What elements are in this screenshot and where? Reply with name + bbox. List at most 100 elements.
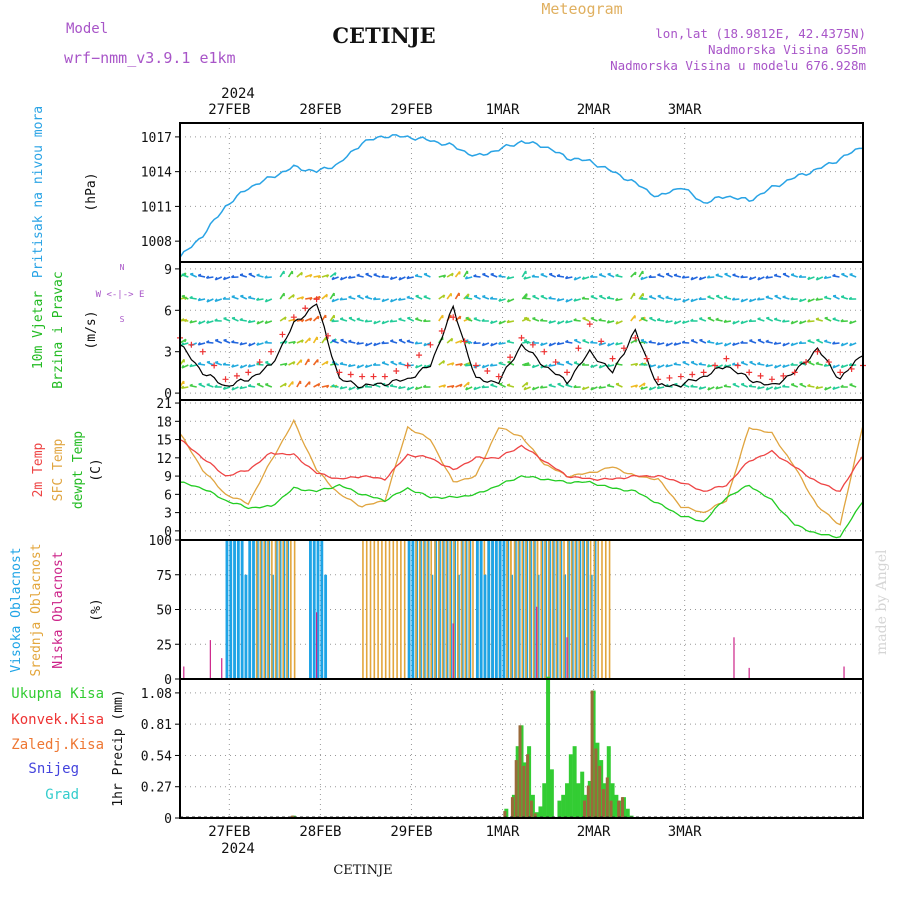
cloud-bar-high — [499, 540, 502, 679]
y-tick-label: 0 — [164, 673, 172, 688]
wind-arrow-head — [766, 296, 769, 297]
wind-arrow-head — [607, 384, 610, 385]
cloud-bar-mid — [279, 540, 281, 679]
y-tick-label: 0.54 — [141, 749, 172, 764]
cloud-bar-mid — [468, 540, 470, 679]
cloud-bar-high — [226, 540, 229, 679]
wind-arrow-head — [224, 318, 227, 319]
wind-arrow-head — [635, 272, 636, 275]
cloud-bar-mid — [419, 540, 421, 679]
wind-arrow-head — [524, 318, 527, 319]
gust-mark — [462, 338, 468, 344]
temp2m-line — [180, 440, 863, 492]
wind-arrow-head — [190, 384, 193, 385]
gust-mark — [348, 371, 354, 377]
cloud-bar-mid — [601, 540, 603, 679]
wind-arrow-head — [541, 274, 544, 275]
y-tick-label: 3 — [164, 507, 172, 522]
wind-arrow-head — [460, 316, 461, 319]
gust-mark — [837, 369, 843, 375]
day-label-top: 2MAR — [577, 102, 611, 118]
wind-arrow-head — [232, 318, 235, 319]
gust-mark — [701, 369, 707, 375]
wind-arrow-head — [549, 274, 552, 275]
gust-mark — [302, 305, 308, 311]
wind-arrow-head — [674, 274, 677, 275]
footer-station: CETINJE — [333, 863, 392, 878]
gust-mark — [689, 371, 695, 377]
wind-arrow-head — [265, 362, 268, 363]
wind-arrow-head — [482, 296, 485, 297]
cloud-label-3: Niska Oblacnost — [51, 551, 66, 668]
cloud-bar-mid — [594, 540, 596, 679]
cloud-bar-mid — [282, 540, 284, 679]
wind-arrow-head — [641, 340, 644, 341]
cloud-bar-mid — [263, 540, 265, 679]
wind-arrow-head — [452, 338, 453, 341]
wind-arrow-head — [583, 318, 586, 319]
cloud-bar-mid — [578, 540, 580, 679]
year-label-bottom: 2024 — [221, 841, 255, 857]
cloud-bar-high — [245, 575, 248, 679]
wind-label-2: Brzina i Pravac — [51, 271, 66, 388]
wind-arrow-head — [215, 362, 218, 363]
precip-bar-convective — [591, 691, 594, 818]
cloud-bar-mid — [597, 540, 599, 679]
wind-arrow-head — [800, 384, 803, 385]
gust-mark — [735, 363, 741, 369]
y-tick-label: 21 — [156, 397, 172, 412]
precip-bar-total — [565, 783, 569, 818]
wind-arrow-head — [499, 362, 502, 363]
gust-mark — [849, 366, 855, 372]
cloud-bar-mid — [446, 540, 448, 679]
wind-arrow-head — [452, 273, 453, 276]
wind-arrow-head — [850, 384, 853, 385]
cloud-bar-mid — [522, 540, 524, 679]
y-tick-label: 18 — [156, 415, 172, 430]
cloud-bar-high — [309, 540, 312, 679]
day-label-top: 28FEB — [299, 102, 341, 118]
y-tick-label: 50 — [156, 604, 172, 619]
wind-arrow-head — [666, 296, 669, 297]
wind-arrow-head — [357, 318, 360, 319]
wind-arrow-head — [649, 296, 652, 297]
wind-unit: (m/s) — [84, 310, 99, 349]
cloud-bar-mid — [400, 540, 402, 679]
wind-arrow-head — [566, 362, 569, 363]
wind-arrow-head — [691, 362, 694, 363]
gust-mark — [484, 368, 490, 374]
wind-arrow-head — [774, 274, 777, 275]
gust-mark — [427, 342, 433, 348]
wind-arrow-head — [616, 274, 619, 275]
wind-arrow-head — [335, 273, 336, 276]
wind-arrow-head — [616, 384, 619, 385]
precip-bar-convective — [526, 754, 529, 818]
wind-arrow-head — [591, 296, 594, 297]
gust-mark — [188, 342, 194, 348]
gust-mark — [245, 369, 251, 375]
wind-arrow-head — [382, 362, 385, 363]
wind-arrow-head — [507, 384, 510, 385]
cloud-bar-mid — [563, 540, 565, 679]
precip-bar-total — [538, 806, 542, 818]
cloud-bar-mid — [370, 540, 372, 679]
precip-bar-convective — [606, 777, 609, 818]
wind-arrow-head — [182, 274, 185, 275]
wind-arrow-head — [816, 318, 819, 319]
wind-arrow-head — [833, 275, 836, 276]
cloud-bar-mid — [374, 540, 376, 679]
cloud-bar-mid — [294, 540, 296, 679]
wind-arrow-head — [824, 340, 827, 341]
wind-arrow-head — [199, 384, 202, 385]
wind-arrow-head — [708, 296, 711, 297]
wind-arrow-head — [348, 340, 351, 341]
gust-mark — [769, 376, 775, 382]
cloud-bar-mid — [529, 540, 531, 679]
wind-compass-n: N — [120, 263, 125, 272]
wind-arrow-head — [527, 382, 528, 385]
day-label-top: 3MAR — [668, 102, 702, 118]
wind-arrow-head — [341, 340, 344, 341]
cloud-bar-mid — [533, 540, 535, 679]
